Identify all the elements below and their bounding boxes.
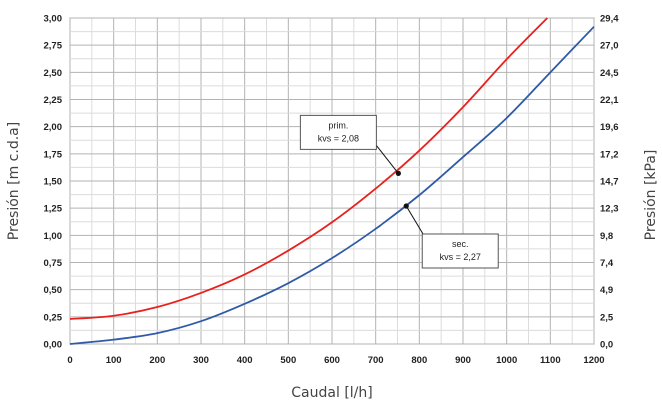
x-tick-label: 100 — [106, 355, 122, 366]
y-tick-label-left: 0,50 — [44, 285, 63, 296]
y-tick-label-right: 9,8 — [600, 231, 613, 242]
y-tick-label-right: 29,4 — [600, 14, 619, 25]
y-tick-label-left: 0,75 — [44, 258, 63, 269]
y-tick-label-right: 4,9 — [600, 285, 613, 296]
y-tick-label-right: 7,4 — [600, 258, 614, 269]
annotation-text: kvs = 2,27 — [440, 252, 481, 262]
y-tick-label-left: 0,00 — [44, 340, 63, 351]
y-tick-label-left: 3,00 — [44, 14, 63, 25]
annotation-leader-line — [375, 145, 399, 174]
annotation-box — [421, 233, 499, 269]
x-tick-label: 400 — [237, 355, 253, 366]
x-tick-label: 1100 — [540, 355, 561, 366]
y-axis-title-right: Presión [kPa] — [643, 150, 659, 241]
annotation-box — [299, 114, 377, 150]
y-axis-title-left: Presión [m c.d.a] — [6, 122, 22, 240]
y-tick-label-left: 1,00 — [44, 231, 63, 242]
y-tick-label-right: 24,5 — [600, 68, 619, 79]
x-tick-label: 0 — [67, 355, 72, 366]
y-tick-label-right: 22,1 — [600, 95, 619, 106]
series-layer — [69, 17, 595, 345]
y-tick-label-left: 1,75 — [44, 149, 63, 160]
x-tick-label: 200 — [149, 355, 165, 366]
y-tick-label-right: 0,0 — [600, 340, 613, 351]
y-tick-label-left: 1,50 — [44, 177, 63, 188]
x-tick-label: 300 — [193, 355, 209, 366]
y-tick-label-left: 1,25 — [44, 204, 63, 215]
y-tick-label-right: 27,0 — [600, 41, 619, 52]
x-tick-label: 1000 — [496, 355, 517, 366]
annotation-text: prim. — [328, 120, 348, 130]
y-tick-label-left: 2,50 — [44, 68, 63, 79]
x-tick-label: 1200 — [583, 355, 604, 366]
annotation-leader-line — [405, 205, 425, 237]
series-line-2 — [69, 26, 595, 345]
y-tick-label-right: 19,6 — [600, 122, 619, 133]
x-axis-title: Caudal [l/h] — [291, 385, 372, 401]
y-tick-label-right: 12,3 — [600, 204, 619, 215]
series-line-1 — [69, 17, 548, 320]
x-tick-label: 500 — [280, 355, 296, 366]
x-tick-label: 900 — [455, 355, 471, 366]
tick-labels: 0 100 200 300 400 500 600 700 800 900 1000 1100 1200… — [44, 14, 620, 367]
annotation-text: sec. — [452, 239, 469, 249]
y-tick-label-left: 0,25 — [44, 312, 63, 323]
annotation-marker — [403, 203, 409, 209]
annotation-text: kvs = 2,08 — [318, 133, 359, 143]
annotation-marker — [395, 170, 401, 176]
y-tick-label-right: 17,2 — [600, 149, 619, 160]
y-tick-label-right: 14,7 — [600, 177, 619, 188]
annotations: prim. kvs = 2,08 sec. kvs = 2,27 — [299, 114, 499, 269]
x-tick-label: 800 — [411, 355, 427, 366]
y-tick-label-left: 2,75 — [44, 41, 63, 52]
y-tick-label-left: 2,00 — [44, 122, 63, 133]
x-tick-label: 700 — [368, 355, 384, 366]
y-tick-label-left: 2,25 — [44, 95, 63, 106]
y-tick-label-right: 2,5 — [600, 312, 614, 323]
x-tick-label: 600 — [324, 355, 340, 366]
